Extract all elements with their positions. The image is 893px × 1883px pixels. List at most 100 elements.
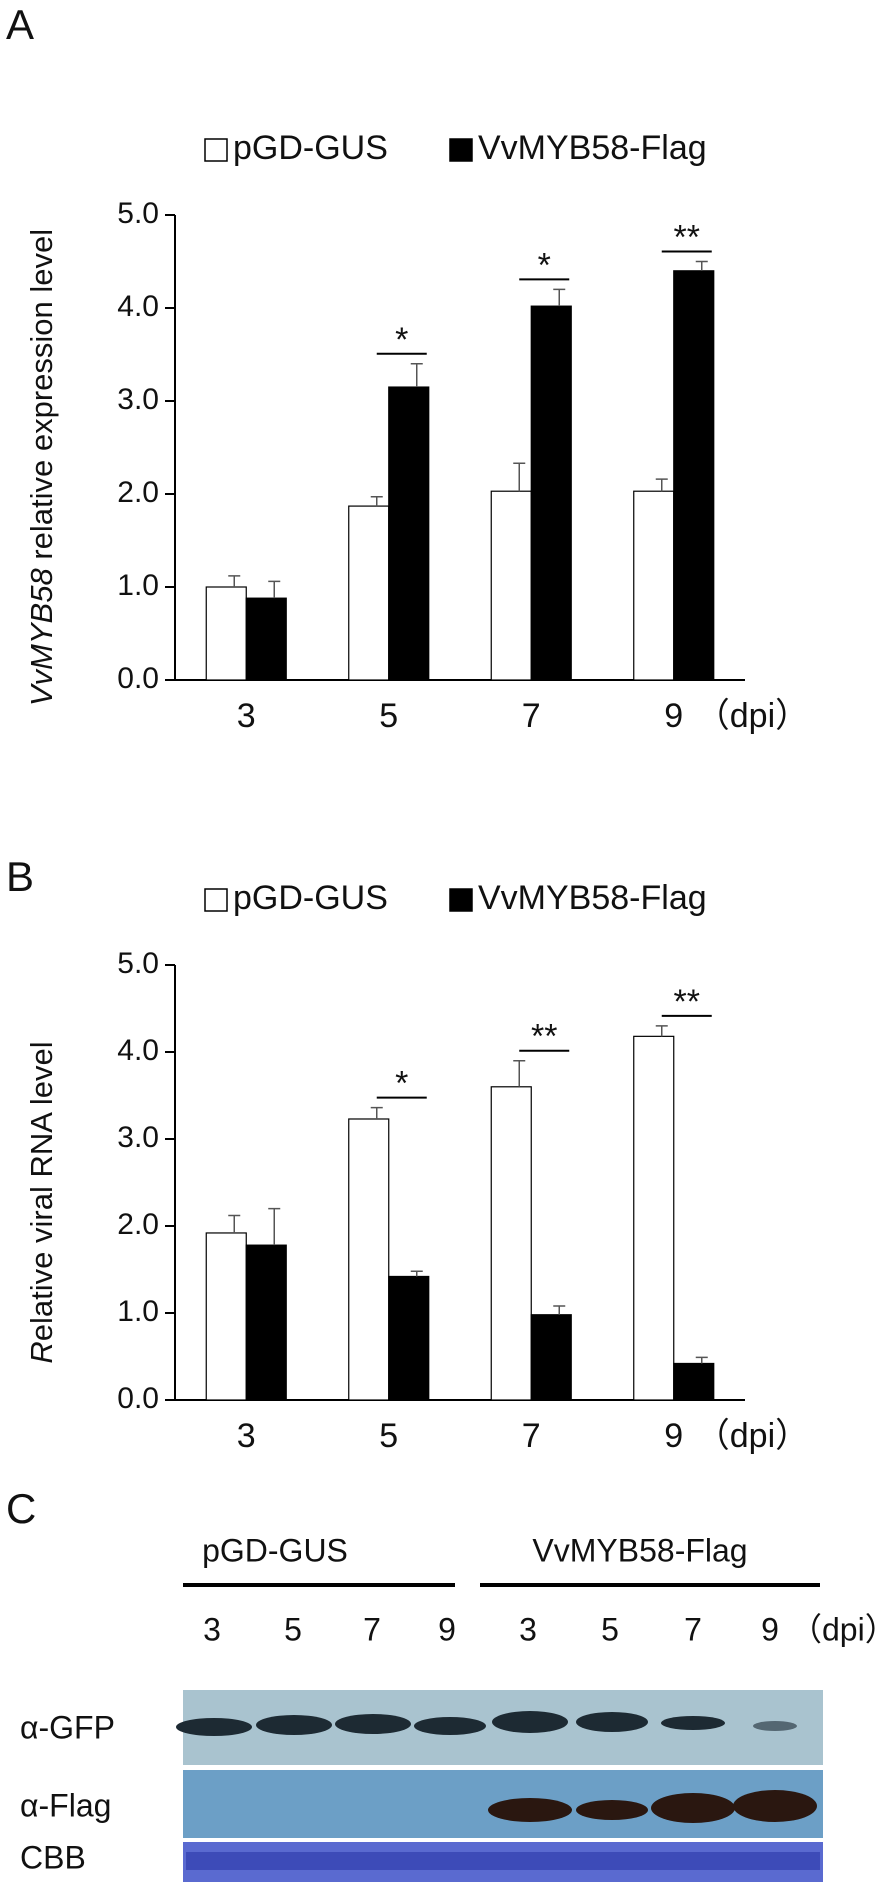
band (256, 1715, 332, 1735)
bar (205, 1232, 247, 1401)
legend-swatch (204, 888, 228, 912)
error-bar (513, 1059, 526, 1087)
x-tick-label: 7 (522, 1417, 541, 1455)
y-tick-label: 3.0 (117, 1121, 159, 1154)
group-label: pGD-GUS (202, 1532, 348, 1568)
lane-label: 9 (761, 1611, 779, 1647)
bar (388, 1275, 430, 1401)
bar (530, 305, 572, 681)
bar (490, 1086, 532, 1401)
x-tick-label: 7 (522, 697, 541, 735)
legend-swatch (449, 138, 473, 162)
band (651, 1793, 735, 1823)
group-label: VvMYB58-Flag (532, 1532, 747, 1568)
y-axis-label-part: elative viral RNA level (24, 1041, 59, 1341)
legend-label: pGD-GUS (233, 129, 388, 167)
x-tick-label: 9 (664, 697, 683, 735)
error-bar (370, 1106, 383, 1119)
bar (673, 1362, 715, 1401)
lane-label: 7 (363, 1611, 381, 1647)
y-tick-label: 4.0 (117, 290, 159, 323)
cbb-bands (186, 1852, 820, 1870)
error-bar (268, 1207, 281, 1246)
lane-label: 5 (601, 1611, 619, 1647)
y-tick-label: 2.0 (117, 1208, 159, 1241)
panel-label: A (6, 1, 34, 48)
band (335, 1714, 411, 1734)
bar (633, 1035, 675, 1401)
bar (490, 490, 532, 681)
significance-label: ** (674, 983, 700, 1021)
y-tick-label: 1.0 (117, 1295, 159, 1328)
significance-label: ** (674, 218, 700, 256)
significance-label: ** (531, 1018, 557, 1056)
y-tick-label: 3.0 (117, 383, 159, 416)
error-bar (410, 363, 423, 388)
legend-label: VvMYB58-Flag (478, 129, 707, 167)
bar (348, 505, 390, 681)
band (661, 1716, 725, 1730)
lane-label: 3 (203, 1611, 221, 1647)
band (733, 1790, 817, 1822)
y-axis-label-part: R (24, 1341, 59, 1363)
bar (633, 490, 675, 681)
band (186, 1852, 820, 1870)
error-bar (370, 496, 383, 507)
legend-label: pGD-GUS (233, 879, 388, 917)
error-bar (410, 1270, 423, 1277)
lane-unit: （dpi） (790, 1611, 893, 1647)
lane-labels: 3 5 7 9 3 5 7 9 （dpi） (203, 1611, 893, 1647)
bar (388, 386, 430, 681)
lane-label: 3 (519, 1611, 537, 1647)
x-tick-label: 9 (664, 1417, 683, 1455)
bar (673, 270, 715, 681)
y-tick-label: 0.0 (117, 1382, 159, 1415)
band (576, 1800, 648, 1820)
legend-swatch (449, 888, 473, 912)
significance-label: * (395, 321, 408, 359)
lane-label: 9 (438, 1611, 456, 1647)
x-tick-label: 5 (379, 697, 398, 735)
x-tick-label: 3 (237, 697, 256, 735)
error-bar (655, 478, 668, 492)
error-bar (553, 288, 566, 307)
x-axis-label: （dpi） (696, 1417, 809, 1455)
row-label: CBB (20, 1839, 86, 1875)
error-bar (228, 1214, 241, 1233)
x-tick-label: 5 (379, 1417, 398, 1455)
x-tick-label: 3 (237, 1417, 256, 1455)
bar (348, 1118, 390, 1401)
y-axis-label-part: VvMYB58 (24, 568, 59, 707)
y-axis-label-part: relative expression level (24, 229, 59, 568)
band (753, 1721, 797, 1731)
band (576, 1712, 648, 1732)
y-tick-label: 0.0 (117, 662, 159, 695)
error-bar (655, 1025, 668, 1037)
bar (205, 586, 247, 681)
y-tick-label: 5.0 (117, 197, 159, 230)
error-bar (513, 462, 526, 492)
lane-label: 5 (284, 1611, 302, 1647)
row-label: α-GFP (20, 1709, 115, 1745)
bar (245, 1244, 287, 1401)
legend-swatch (204, 138, 228, 162)
y-tick-label: 4.0 (117, 1034, 159, 1067)
error-bar (228, 575, 241, 587)
panel-label: C (6, 1485, 36, 1532)
legend-label: VvMYB58-Flag (478, 879, 707, 917)
error-bar (695, 1356, 708, 1364)
band (176, 1718, 252, 1736)
bar (245, 597, 287, 681)
significance-label: * (538, 246, 551, 284)
y-tick-label: 2.0 (117, 476, 159, 509)
y-tick-label: 5.0 (117, 947, 159, 980)
error-bar (553, 1305, 566, 1315)
band (488, 1798, 572, 1822)
bar (530, 1314, 572, 1401)
lane-label: 7 (684, 1611, 702, 1647)
panel-label: B (6, 853, 34, 900)
significance-label: * (395, 1065, 408, 1103)
y-axis-label: Relative viral RNA level (24, 1041, 59, 1363)
gfp-bands (176, 1711, 797, 1736)
